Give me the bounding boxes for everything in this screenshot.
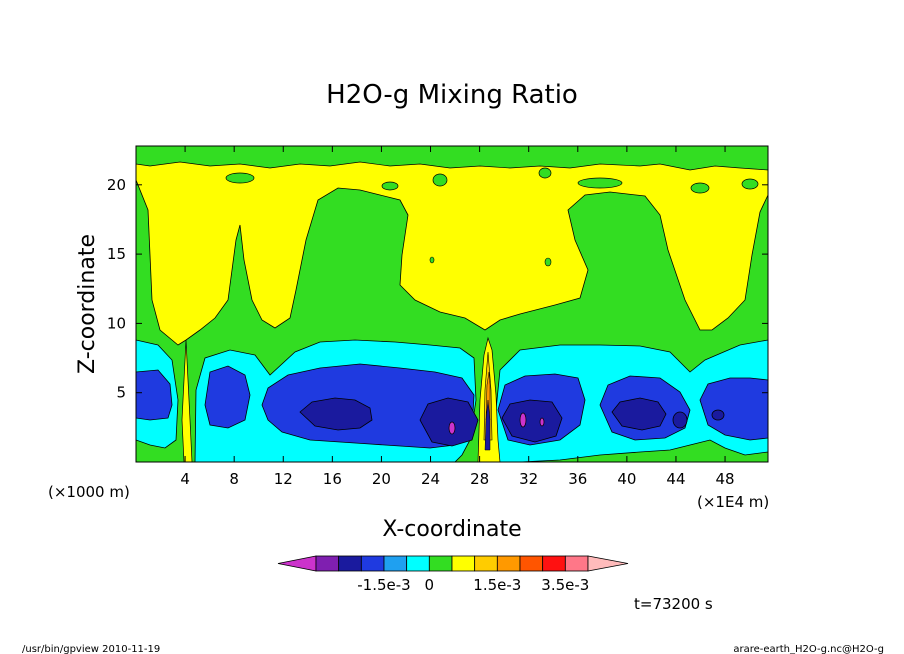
x-tick-label: 36 bbox=[568, 470, 587, 488]
field-green-island bbox=[432, 173, 448, 187]
x-unit-left: (×1000 m) bbox=[48, 483, 130, 501]
field-navy-core bbox=[611, 397, 667, 431]
y-tick-label: 15 bbox=[107, 245, 126, 263]
x-tick-label: 8 bbox=[229, 470, 239, 488]
field-navy-core bbox=[672, 411, 688, 429]
y-axis-label: Z-coordinate bbox=[75, 234, 100, 374]
plot-area bbox=[136, 146, 768, 462]
colorbar-box bbox=[451, 555, 476, 572]
field-green-speck bbox=[544, 257, 552, 267]
x-unit-right: (×1E4 m) bbox=[697, 493, 769, 511]
colorbar-box bbox=[338, 555, 362, 572]
chart-title: H2O-g Mixing Ratio bbox=[326, 80, 578, 110]
x-tick-label: 16 bbox=[323, 470, 342, 488]
colorbar-box bbox=[564, 555, 589, 572]
x-tick-label: 28 bbox=[470, 470, 489, 488]
footer-right: arare-earth_H2O-g.nc@H2O-g bbox=[733, 644, 884, 654]
field-green-island bbox=[690, 182, 710, 194]
field-blue-layer bbox=[136, 369, 173, 421]
field-plume-left bbox=[181, 339, 193, 462]
field-purple-spot bbox=[448, 421, 456, 435]
colorbar-label: -1.5e-3 bbox=[357, 576, 410, 594]
field-navy-core bbox=[299, 397, 373, 431]
x-axis-label: X-coordinate bbox=[382, 517, 521, 542]
field-plume-center-dark bbox=[484, 399, 491, 451]
x-axis: 4 8 12 16 20 24 28 32 36 40 44 48 bbox=[180, 146, 735, 488]
colorbar-box bbox=[496, 555, 521, 572]
time-label: t=73200 s bbox=[634, 595, 713, 613]
field-navy-core bbox=[419, 397, 479, 447]
field-purple-spot bbox=[519, 412, 527, 428]
field-top-green-band bbox=[136, 146, 768, 171]
colorbar-box bbox=[474, 555, 498, 572]
colorbar-label: 1.5e-3 bbox=[473, 576, 521, 594]
field-blue-layer bbox=[699, 377, 768, 441]
x-tick-label: 12 bbox=[274, 470, 293, 488]
field-blue-layer bbox=[204, 365, 251, 429]
field-navy-core bbox=[711, 409, 725, 421]
x-tick-label: 40 bbox=[617, 470, 636, 488]
colorbar-arrow-right bbox=[587, 555, 629, 572]
colorbar-box bbox=[383, 555, 408, 572]
y-tick-label: 10 bbox=[107, 314, 126, 332]
x-tick-label: 24 bbox=[421, 470, 440, 488]
field-green-island bbox=[225, 172, 255, 184]
x-tick-label: 44 bbox=[666, 470, 685, 488]
colorbar-label: 3.5e-3 bbox=[541, 576, 589, 594]
y-tick-label: 20 bbox=[107, 176, 126, 194]
field-green-island bbox=[741, 178, 759, 190]
colorbar-box bbox=[542, 555, 566, 572]
plot-frame bbox=[135, 145, 769, 463]
colorbar-box bbox=[360, 555, 385, 572]
colorbar-box bbox=[315, 555, 340, 572]
colorbar-box bbox=[406, 555, 430, 572]
colorbar-label: 0 bbox=[425, 576, 435, 594]
x-tick-label: 20 bbox=[372, 470, 391, 488]
y-axis: 5 10 15 20 bbox=[107, 176, 768, 402]
x-tick-label: 32 bbox=[519, 470, 538, 488]
footer-left: /usr/bin/gpview 2010-11-19 bbox=[22, 644, 160, 654]
x-tick-label: 4 bbox=[180, 470, 190, 488]
field-green-island bbox=[538, 167, 552, 179]
field-green-island bbox=[577, 177, 623, 189]
colorbar-arrow-left bbox=[277, 555, 317, 572]
x-tick-label: 48 bbox=[716, 470, 735, 488]
field-green-speck bbox=[429, 256, 435, 264]
y-tick-label: 5 bbox=[116, 384, 126, 402]
field-navy-core bbox=[501, 399, 563, 443]
field-purple-spot bbox=[539, 417, 545, 427]
colorbar: -1.5e-3 0 1.5e-3 3.5e-3 bbox=[277, 555, 629, 594]
colorbar-box bbox=[428, 555, 453, 572]
colorbar-box bbox=[519, 555, 544, 572]
field-green-island bbox=[381, 181, 399, 191]
